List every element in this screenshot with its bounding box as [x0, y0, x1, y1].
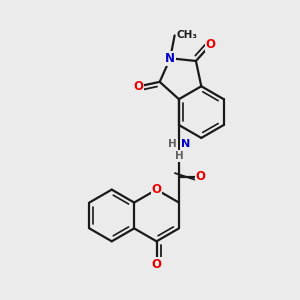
Text: CH₃: CH₃ — [177, 30, 198, 40]
Text: H: H — [168, 139, 177, 149]
Text: O: O — [206, 38, 216, 51]
Text: O: O — [152, 258, 161, 271]
Text: N: N — [181, 139, 190, 149]
Text: H: H — [175, 151, 183, 161]
Text: O: O — [196, 170, 206, 183]
Text: N: N — [165, 52, 175, 65]
Text: O: O — [152, 183, 161, 196]
Text: O: O — [133, 80, 143, 93]
